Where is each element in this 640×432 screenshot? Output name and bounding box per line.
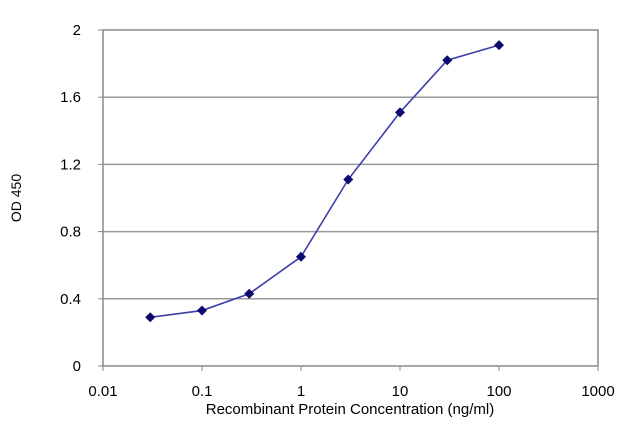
y-axis-label: OD 450 (8, 174, 24, 222)
series-line (150, 44, 500, 319)
data-point (442, 55, 453, 66)
data-point (494, 40, 504, 51)
y-tick-label: 1.2 (60, 156, 81, 173)
y-tick-label: 0.8 (60, 224, 81, 241)
series-markers (145, 40, 504, 323)
x-tick-label: 1000 (581, 383, 614, 400)
plot-area-border (102, 29, 599, 367)
data-point (296, 251, 306, 262)
gridlines (103, 96, 598, 300)
x-tick-label: 100 (486, 383, 511, 400)
x-tick-label: 1 (297, 383, 305, 400)
data-point (145, 312, 156, 323)
x-axis-ticks: 0.01 0.1 1 10 100 1000 (88, 366, 615, 400)
y-axis-ticks: 0 0.4 0.8 1.2 1.6 2 (60, 22, 103, 375)
data-point (244, 288, 255, 299)
x-tick-label: 0.01 (88, 383, 117, 400)
data-point (395, 107, 405, 118)
x-axis-label: Recombinant Protein Concentration (ng/ml… (206, 401, 494, 418)
y-tick-label: 2 (73, 22, 81, 39)
data-point (197, 305, 207, 316)
data-point (343, 174, 354, 185)
y-tick-label: 0.4 (60, 291, 81, 308)
x-tick-label: 0.1 (192, 383, 213, 400)
y-tick-label: 1.6 (60, 89, 81, 106)
y-tick-label: 0 (73, 358, 81, 375)
x-tick-label: 10 (392, 383, 409, 400)
